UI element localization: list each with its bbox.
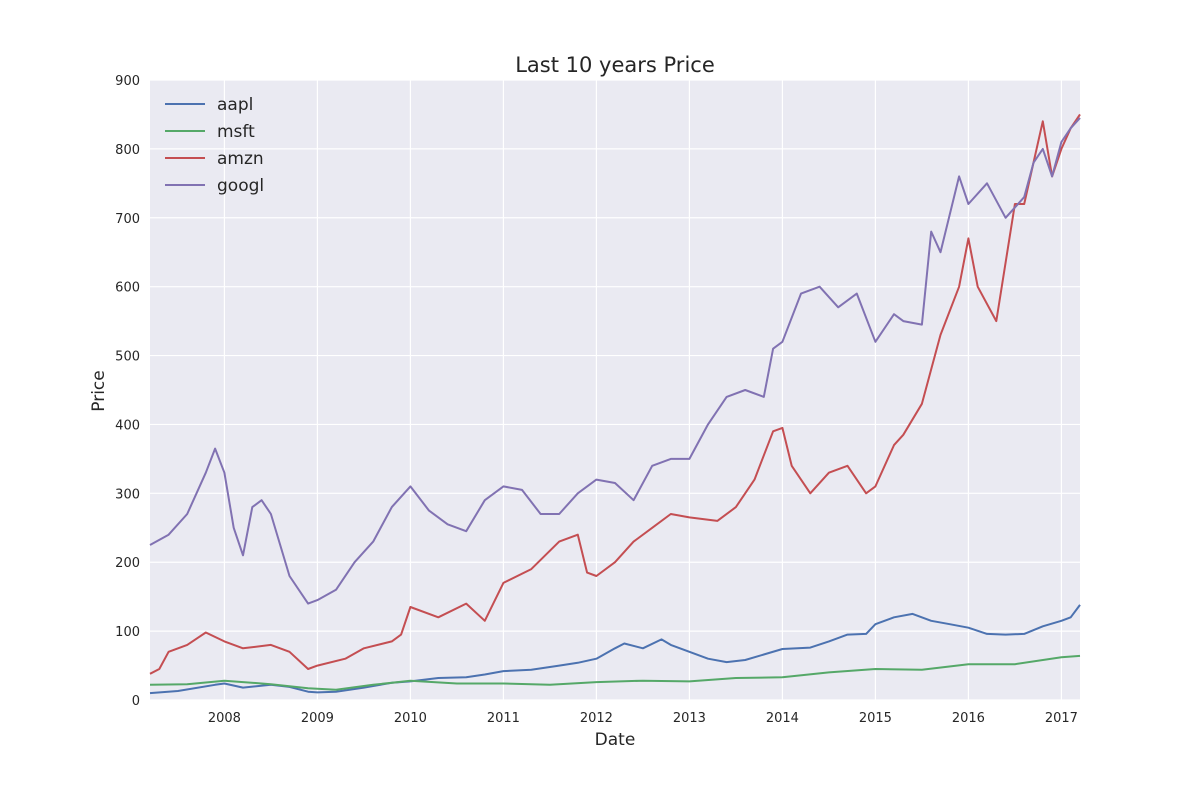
- legend-label-msft: msft: [217, 122, 255, 142]
- x-tick-label: 2009: [301, 711, 334, 726]
- x-tick-label: 2012: [580, 711, 613, 726]
- series-line-googl: [149, 117, 1081, 605]
- y-tick-label: 700: [115, 212, 140, 227]
- legend: aapl msft amzn googl: [165, 95, 264, 196]
- series-line-amzn: [149, 113, 1081, 675]
- x-tick-label: 2015: [859, 711, 892, 726]
- y-axis-label: Price: [89, 370, 109, 411]
- x-tick-label: 2013: [673, 711, 706, 726]
- y-tick-label: 900: [115, 74, 140, 89]
- grid-lines: [150, 79, 1080, 701]
- x-tick-label: 2008: [208, 711, 241, 726]
- x-axis-ticks: 2008 2009 2010 2011 2012 2013 2014 2015 2016 2017: [208, 711, 1078, 726]
- x-tick-label: 2010: [394, 711, 427, 726]
- y-tick-label: 500: [115, 350, 140, 365]
- x-tick-label: 2016: [952, 711, 985, 726]
- legend-label-aapl: aapl: [217, 95, 253, 115]
- x-axis-label: Date: [595, 730, 636, 750]
- y-tick-label: 400: [115, 418, 140, 433]
- y-tick-label: 100: [115, 625, 140, 640]
- y-tick-label: 0: [132, 694, 140, 709]
- legend-label-googl: googl: [217, 176, 264, 196]
- y-tick-label: 800: [115, 143, 140, 158]
- y-tick-label: 200: [115, 556, 140, 571]
- plot-background: [150, 80, 1080, 700]
- y-axis-ticks: 0 100 200 300 400 500 600 700 800 900: [115, 74, 140, 709]
- y-tick-label: 300: [115, 487, 140, 502]
- series-lines: [149, 113, 1081, 695]
- x-tick-label: 2014: [766, 711, 799, 726]
- x-tick-label: 2017: [1045, 711, 1078, 726]
- x-tick-label: 2011: [487, 711, 520, 726]
- legend-label-amzn: amzn: [217, 149, 264, 169]
- y-tick-label: 600: [115, 281, 140, 296]
- series-line-msft: [149, 654, 1081, 691]
- series-line-aapl: [149, 604, 1081, 695]
- chart-title: Last 10 years Price: [515, 53, 715, 77]
